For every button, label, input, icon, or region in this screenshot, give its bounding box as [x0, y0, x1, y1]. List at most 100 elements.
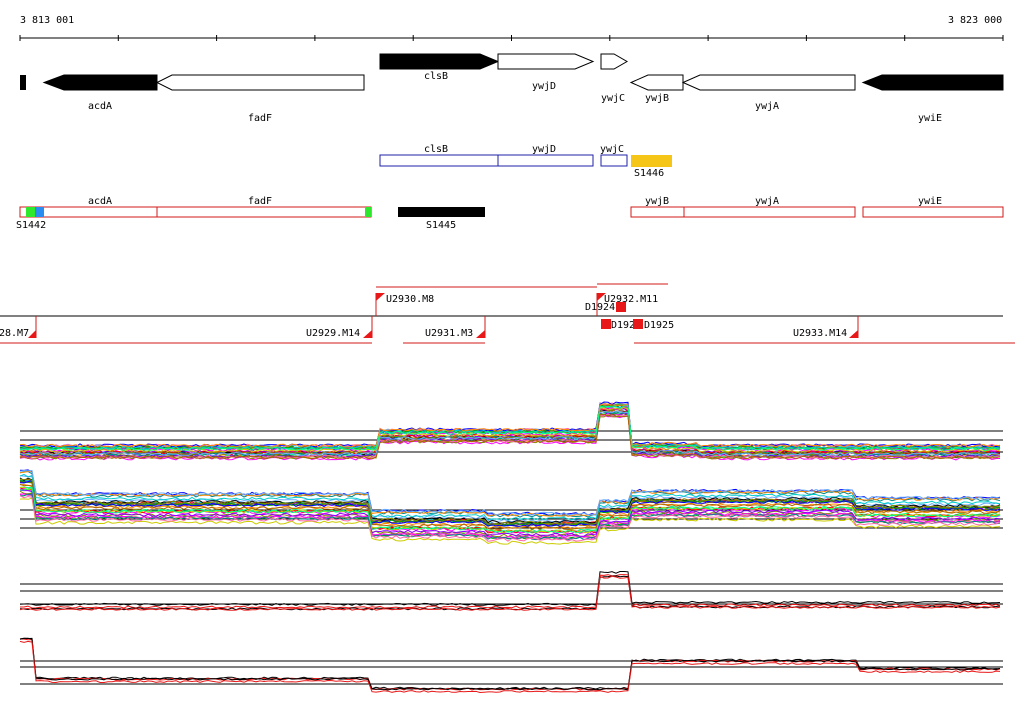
plus-transcript-track: clsB ywjD ywjC S1446 [379, 144, 672, 179]
expression-profile-line [19, 489, 1001, 537]
gene-arrow-clsB[interactable] [379, 53, 500, 70]
minus-box-ywjB[interactable] [630, 206, 685, 218]
minus-label-fadF: fadF [248, 196, 272, 207]
segment-label-u2929: U2929.M14 [306, 328, 360, 339]
expression-profile-line [19, 404, 1001, 451]
expression-profile-line [19, 404, 1001, 451]
gene-label-ywjD: ywjD [532, 81, 556, 92]
ruler-ticks [19, 35, 1004, 41]
minus-label-ywjB: ywjB [645, 196, 669, 207]
gene-label-ywjC: ywjC [601, 93, 625, 104]
plus-box-clsB[interactable] [379, 154, 499, 167]
gene-label-ywiE: ywiE [918, 113, 942, 124]
gene-label-acdA: acdA [88, 101, 112, 112]
breakpoint-block-d1925[interactable] [633, 319, 643, 329]
plus-box-ywjD[interactable] [497, 154, 594, 167]
expression-profile-line [19, 469, 1001, 516]
expression-profile-line [19, 408, 1001, 455]
segment-label-d1925: D1925 [644, 320, 674, 331]
expression-profile-line [19, 413, 1001, 459]
plus-label-ywjC: ywjC [600, 144, 624, 155]
marker-green-right [365, 207, 371, 217]
marker-blue-left [35, 207, 44, 217]
gene-arrow-ywjD[interactable] [497, 53, 595, 70]
breakpoint-block-d1924[interactable] [616, 302, 626, 312]
expression-summary-minus [19, 637, 1001, 694]
minus-box-ywjA[interactable] [683, 206, 856, 218]
expression-profile-line [19, 495, 1001, 542]
breakpoint-marker-u2932[interactable] [597, 293, 606, 301]
expression-profile-line [19, 404, 1001, 451]
breakpoint-marker-u2930[interactable] [376, 293, 385, 301]
expression-profile-line [19, 638, 1001, 691]
expression-profile-line [19, 486, 1001, 534]
expression-profiles-plus [19, 401, 1001, 461]
gene-label-fadF: fadF [248, 113, 272, 124]
ruler-end-label: 3 823 000 [948, 15, 1002, 26]
gene-arrow-fadF[interactable] [155, 74, 365, 91]
gene-label-ywjB: ywjB [645, 93, 669, 104]
segment-label-m7: 28.M7 [0, 328, 29, 339]
expression-panel-plus-summary [19, 571, 1003, 611]
expression-profile-line [19, 473, 1001, 521]
expression-profile-line [19, 575, 1001, 611]
feature-S1446[interactable] [631, 155, 672, 167]
expression-profile-line [19, 404, 1001, 451]
gene-arrow-ywjB[interactable] [629, 74, 684, 91]
minus-label-ywjA: ywjA [755, 196, 779, 207]
expression-profiles-minus [19, 469, 1001, 545]
segment-label-d1924: D1924 [585, 302, 615, 313]
segment-label-u2933: U2933.M14 [793, 328, 847, 339]
expression-profile-line [20, 574, 1001, 609]
minus-box-fadF[interactable] [156, 206, 372, 218]
expression-profile-line [19, 410, 1001, 456]
marker-green-left [26, 207, 35, 217]
segment-label-u2931: U2931.M3 [425, 328, 473, 339]
expression-profile-line [19, 478, 1001, 525]
breakpoint-block-d192[interactable] [601, 319, 611, 329]
feature-S1445[interactable] [398, 207, 485, 217]
breakpoint-marker-m7[interactable] [28, 330, 36, 338]
expression-profile-line [19, 497, 1001, 545]
minus-label-acdA: acdA [88, 196, 112, 207]
feature-label-S1446: S1446 [634, 168, 664, 179]
expression-profile-line [19, 493, 1001, 539]
breakpoint-marker-u2929[interactable] [363, 330, 372, 338]
minus-box-ywiE[interactable] [862, 206, 1004, 218]
ruler-start-label: 3 813 001 [20, 15, 74, 26]
expression-profile-line [19, 409, 1000, 456]
segment-label-d192: D192 [611, 320, 635, 331]
gene-arrow-ywjA[interactable] [681, 74, 856, 91]
expression-profile-line [19, 405, 1001, 451]
gene-label-clsB: clsB [424, 71, 448, 82]
feature-label-S1445: S1445 [426, 220, 456, 231]
expression-profile-line [19, 640, 1001, 694]
segment-label-u2932: U2932.M11 [604, 294, 658, 305]
expression-profile-line [19, 483, 1001, 531]
feature-label-S1442: S1442 [16, 220, 46, 231]
gene-arrow-ywjC[interactable] [600, 53, 629, 70]
expression-profile-line [19, 413, 1001, 460]
gene-label-ywjA: ywjA [755, 101, 779, 112]
expression-profile-line [19, 479, 1001, 528]
expression-summary-plus [19, 571, 1001, 611]
breakpoint-marker-u2931[interactable] [476, 330, 485, 338]
expression-profile-line [19, 470, 1001, 517]
expression-profile-line [19, 401, 1001, 448]
breakpoint-marker-u2933[interactable] [849, 330, 858, 338]
expression-panel-minus-summary [19, 637, 1003, 694]
coordinate-ruler: 3 813 001 3 823 000 [19, 15, 1004, 41]
expression-panel-plus-all [19, 401, 1003, 461]
plus-box-ywjC[interactable] [600, 154, 628, 167]
expression-profile-line [19, 571, 1001, 606]
gene-arrow-ywiE[interactable] [861, 74, 1004, 91]
plus-label-clsB: clsB [424, 144, 448, 155]
gene-fragment-left[interactable] [20, 75, 26, 90]
minus-label-ywiE: ywiE [918, 196, 942, 207]
gene-arrow-acdA[interactable] [42, 74, 158, 91]
expression-panel-minus-all [19, 469, 1003, 545]
segment-track: 28.M7 U2929.M14 U2930.M8 U2931.M3 U2932.… [0, 283, 1015, 344]
expression-profile-line [19, 637, 1001, 691]
gene-track: acdA fadF clsB ywjD ywjC ywjB ywjA ywiE [20, 53, 1004, 124]
